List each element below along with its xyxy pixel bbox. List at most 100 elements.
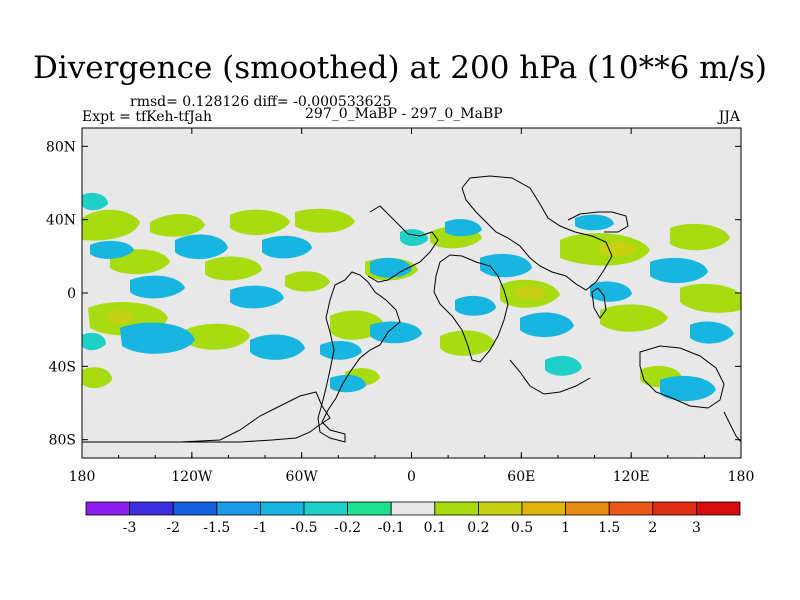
experiment-label: Expt = tfKeh-tfJah <box>82 109 213 125</box>
negative-blob <box>262 235 312 259</box>
colorbar-swatch <box>521 501 566 516</box>
negative-blob <box>250 334 305 360</box>
positive-blob <box>230 209 290 236</box>
negative-blob <box>230 285 284 309</box>
center-label: 297_0_MaBP - 297_0_MaBP <box>305 106 503 122</box>
colorbar-label: -0.5 <box>291 520 318 536</box>
colorbar-label: -1 <box>254 520 268 536</box>
stats-label: rmsd= 0.128126 diff= -0.000533625 <box>130 94 392 110</box>
negative-blob <box>370 321 422 344</box>
negative-blob <box>370 257 412 278</box>
x-tick-label: 60W <box>286 469 319 485</box>
colorbar-swatch <box>565 501 610 516</box>
positive-blob <box>515 286 546 301</box>
colorbar-swatch <box>652 501 697 516</box>
negative-blob <box>120 322 195 354</box>
coastline-eurasia <box>461 175 613 291</box>
negative-blob <box>480 253 532 278</box>
coastline-south-america <box>317 271 401 443</box>
colorbar-label: -3 <box>123 520 137 536</box>
colorbar-swatch <box>172 501 218 516</box>
negative-divergence-contours <box>82 192 734 402</box>
x-tick-label: 0 <box>407 469 416 485</box>
positive-blob <box>295 208 355 233</box>
negative-blob <box>455 295 496 316</box>
colorbar-label: -0.2 <box>334 520 361 536</box>
y-tick-label: 80S <box>49 433 76 449</box>
colorbar-swatch <box>303 501 348 516</box>
colorbar-swatch <box>434 501 479 516</box>
positive-blob <box>600 304 668 332</box>
positive-blob <box>185 323 250 350</box>
coastline-africa <box>433 254 509 363</box>
negative-blob <box>330 374 366 393</box>
coastlines <box>82 175 741 443</box>
coastline-indonesia <box>591 287 607 319</box>
positive-blob <box>205 256 262 281</box>
colorbar-label: 1 <box>561 520 570 536</box>
colorbar-label: 0.5 <box>511 520 533 536</box>
y-tick-label: 40S <box>49 359 76 375</box>
x-tick-label: 60E <box>507 469 535 485</box>
colorbar-label: 0.1 <box>424 520 446 536</box>
positive-blob <box>285 271 330 292</box>
colorbar-label: 1.5 <box>598 520 620 536</box>
coastline-north-america <box>367 205 439 283</box>
map-background <box>82 128 741 458</box>
season-label: JJA <box>718 109 740 125</box>
positive-blob <box>82 209 140 241</box>
negative-blob <box>520 312 574 338</box>
colorbar-swatch <box>347 501 392 516</box>
colorbar-label: -0.1 <box>378 520 405 536</box>
negative-blob <box>175 234 228 260</box>
positive-blob <box>82 367 112 389</box>
negative-blob <box>445 219 482 237</box>
colorbar-label: -2 <box>166 520 180 536</box>
coastline-antarctica-edge <box>82 391 331 443</box>
coastline-antarctica-east <box>723 411 741 443</box>
positive-blob <box>108 310 134 325</box>
colorbar-label: -1.5 <box>203 520 230 536</box>
colorbar-swatch <box>608 501 654 516</box>
positive-blob <box>600 242 638 257</box>
y-tick-label: 80N <box>46 139 76 155</box>
negative-blob <box>650 257 708 284</box>
negative-blob <box>130 275 185 299</box>
x-tick-label: 120W <box>171 469 213 485</box>
negative-blob <box>82 192 108 211</box>
y-tick-label: 40N <box>46 213 76 229</box>
field-layer <box>82 175 741 443</box>
colorbar-swatch <box>390 501 436 516</box>
negative-blob <box>545 355 582 376</box>
coastline-australia <box>639 345 725 409</box>
colorbar: -3 -2 -1.5 -1 -0.5 -0.2 -0.1 0.1 0.2 0.5 1 1.5 2 3 <box>85 501 741 536</box>
positive-blob <box>680 283 741 313</box>
negative-blob <box>90 240 134 259</box>
y-axis: 80N 40N 0 40S 80S <box>46 139 741 449</box>
colorbar-swatch <box>85 501 130 516</box>
colorbar-swatch <box>696 501 741 516</box>
colorbar-label: 3 <box>692 520 701 536</box>
negative-blob <box>660 375 716 402</box>
coastline-east-asia <box>567 211 629 233</box>
positive-blob <box>150 214 205 237</box>
coastline-pacific-rim <box>509 359 591 395</box>
y-tick-label: 0 <box>67 286 76 302</box>
negative-blob <box>690 321 734 344</box>
colorbar-label: 0.2 <box>467 520 489 536</box>
map-title: Divergence (smoothed) at 200 hPa (10**6 … <box>33 50 767 86</box>
positive-blob <box>440 330 495 356</box>
negative-blob <box>82 332 106 351</box>
x-tick-label: 180 <box>69 469 96 485</box>
x-axis: 180 120W 60W 0 60E 120E 180 <box>69 128 755 485</box>
negative-blob <box>320 340 362 360</box>
colorbar-swatch <box>259 501 305 516</box>
negative-blob <box>590 281 632 302</box>
colorbar-swatch <box>477 501 523 516</box>
colorbar-swatch <box>216 501 261 516</box>
map-plot-area: 180 120W 60W 0 60E 120E 180 80N 40N 0 40S 80S <box>46 127 755 485</box>
negative-blob <box>575 214 614 231</box>
x-tick-label: 180 <box>728 469 755 485</box>
positive-blob <box>670 223 730 251</box>
